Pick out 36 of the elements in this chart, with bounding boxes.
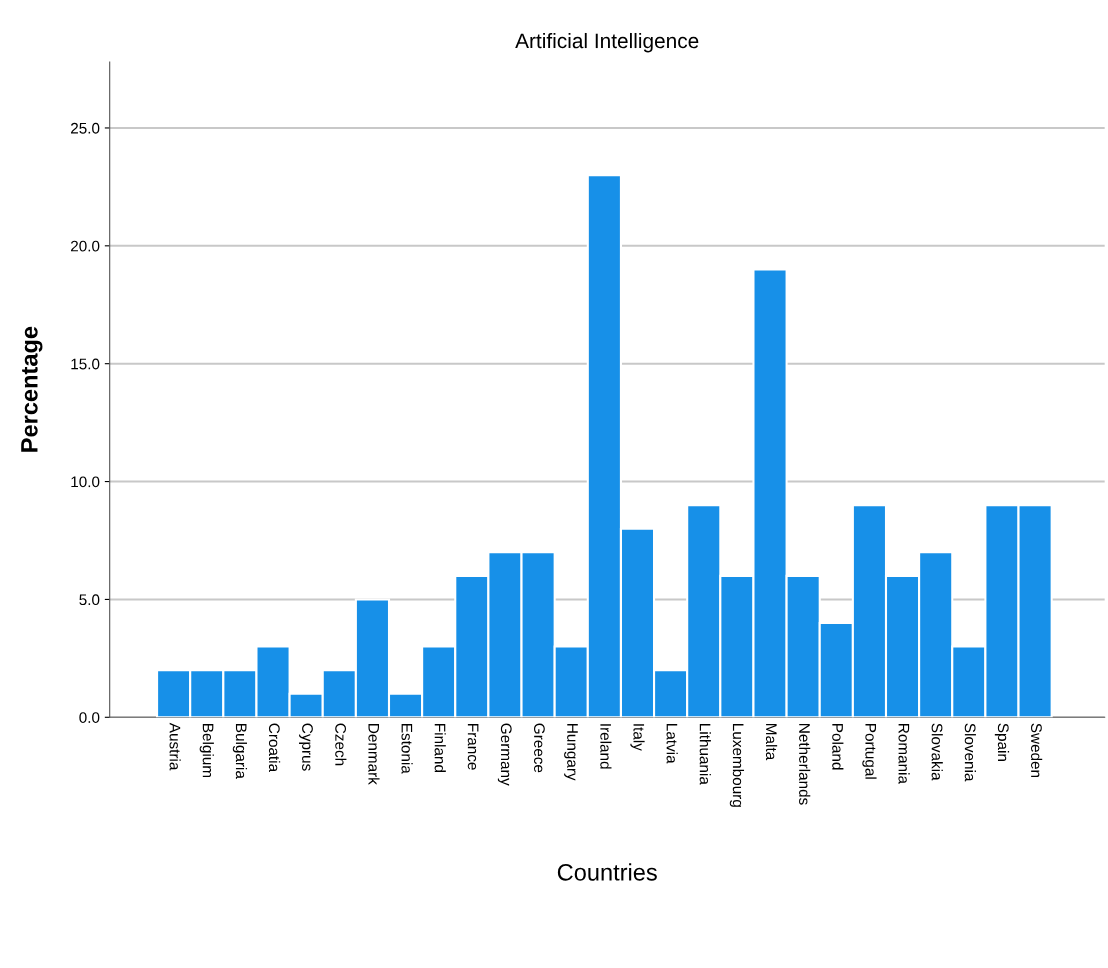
y-tick-label: 25.0 [71, 122, 100, 134]
x-tick-label: Bulgaria [232, 724, 248, 779]
x-tick-label: Italy [630, 724, 645, 751]
y-tick-label: 15.0 [71, 358, 100, 370]
x-tick-label: Ireland [600, 724, 612, 769]
x-tick-label: Slovenia [964, 723, 976, 782]
x-tick-label: France [467, 724, 479, 770]
x-tick-label: Portugal [862, 724, 877, 779]
x-tick-label: Poland [832, 724, 844, 770]
x-tick-label: Luxembourg [729, 724, 745, 807]
x-tick-label: Germany [497, 723, 512, 786]
chart-title: Artificial Intelligence [515, 32, 699, 53]
y-tick-label: 0.0 [79, 712, 100, 723]
x-tick-label: Malta [765, 724, 778, 761]
x-tick-label: Lithuania [699, 724, 711, 785]
y-tick-label: 5.0 [79, 594, 100, 606]
x-tick-label: Czech [335, 723, 347, 766]
x-tick-label: Hungary [564, 724, 578, 781]
x-tick-label: Greece [534, 723, 545, 773]
x-tick-label: Estonia [401, 724, 413, 774]
x-tick-label: Belgium [199, 724, 214, 778]
x-tick-label: Croatia [268, 723, 281, 773]
x-tick-label: Spain [994, 723, 1010, 761]
y-axis-title: Percentage [21, 326, 43, 452]
x-tick-label: Finland [434, 724, 446, 772]
x-tick-label: Slovakia [931, 723, 943, 781]
x-tick-label: Romania [898, 724, 910, 784]
x-tick-label: Cyprus [299, 723, 313, 771]
y-tick-label: 20.0 [71, 240, 100, 252]
x-tick-label: Latvia [666, 724, 678, 764]
x-axis-title: Countries [557, 863, 657, 881]
x-tick-label: Denmark [368, 724, 380, 785]
x-tick-label: Netherlands [799, 724, 811, 805]
y-tick-label: 10.0 [71, 476, 100, 488]
x-tick-label: Austria [169, 722, 181, 771]
x-tick-label: Sweden [1031, 723, 1043, 778]
